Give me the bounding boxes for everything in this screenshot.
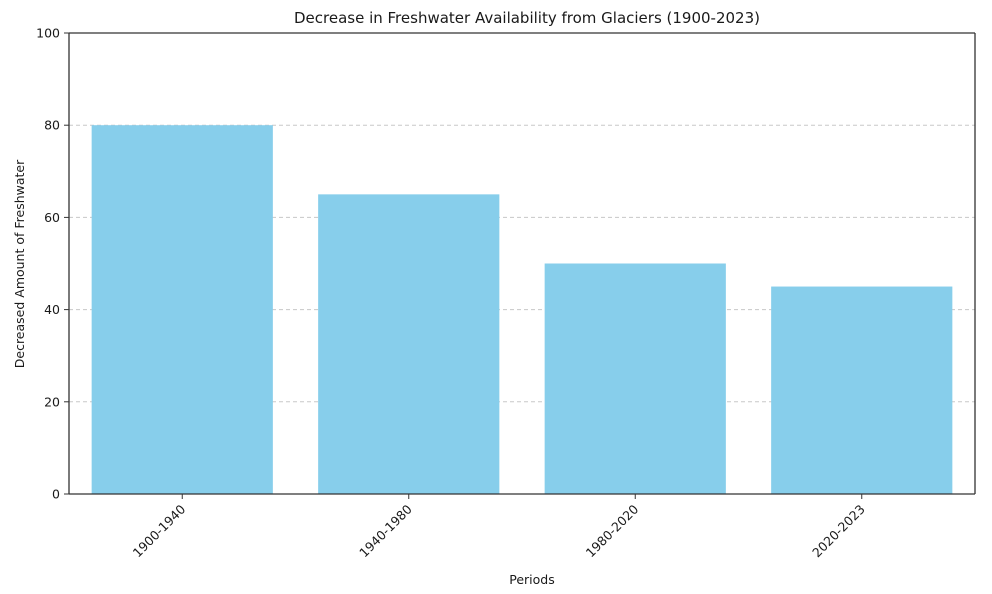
- axes: [68, 32, 976, 495]
- y-tick-label: 40: [44, 302, 60, 317]
- x-tick-label: 1900-1940: [130, 501, 189, 560]
- x-ticks: 1900-1940 1940-1980 1980-2020 2020-2023: [130, 494, 868, 560]
- y-tick-label: 20: [44, 394, 60, 409]
- x-tick-label: 1940-1980: [356, 501, 415, 560]
- bar-1940-1980: [318, 194, 500, 494]
- x-tick-label: 2020-2023: [809, 502, 868, 561]
- bar-1980-2020: [544, 263, 726, 494]
- y-tick-label: 60: [44, 210, 60, 225]
- y-tick-label: 100: [36, 26, 60, 41]
- bars: [91, 125, 953, 494]
- x-tick-label: 1980-2020: [583, 501, 642, 560]
- bar-2020-2023: [771, 286, 953, 494]
- y-ticks: 0 20 40 60 80 100: [36, 26, 69, 502]
- x-axis-label: Periods: [509, 572, 555, 587]
- y-axis-label: Decreased Amount of Freshwater: [12, 159, 27, 368]
- bar-1900-1940: [91, 125, 273, 494]
- chart-title: Decrease in Freshwater Availability from…: [294, 9, 760, 27]
- y-tick-label: 0: [52, 487, 60, 502]
- y-tick-label: 80: [44, 118, 60, 133]
